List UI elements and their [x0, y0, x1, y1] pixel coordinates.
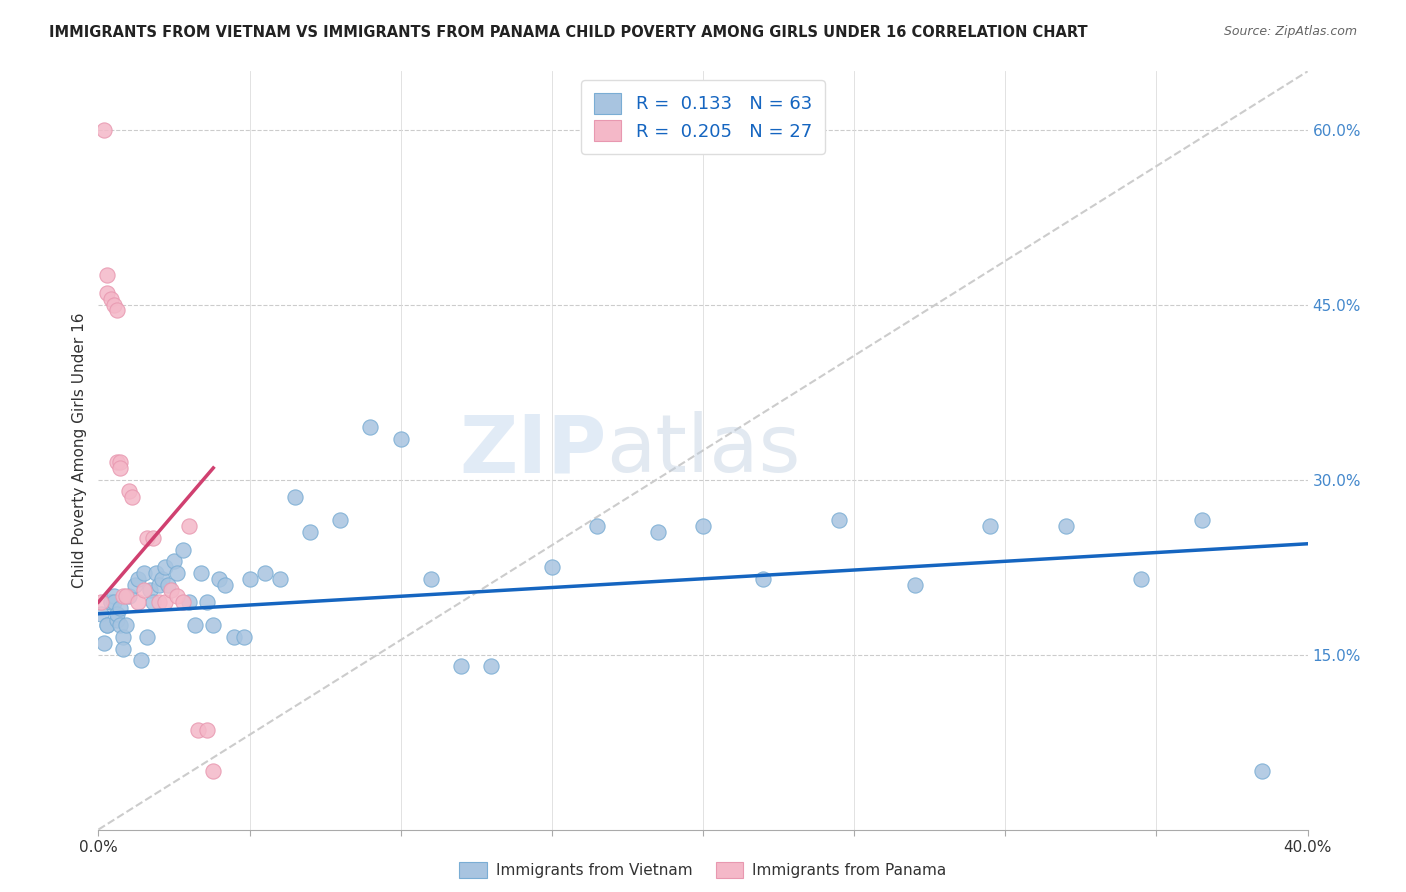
Point [124, 577, 146, 591]
Point [828, 513, 851, 527]
Point [96, 285, 118, 300]
Legend: R =  0.133   N = 63, R =  0.205   N = 27: R = 0.133 N = 63, R = 0.205 N = 27 [582, 80, 824, 153]
Point [979, 519, 1001, 533]
Point [148, 577, 170, 591]
Point [166, 589, 188, 603]
Point [156, 577, 179, 591]
Point [150, 572, 173, 586]
Point [105, 455, 128, 469]
Legend: Immigrants from Vietnam, Immigrants from Panama: Immigrants from Vietnam, Immigrants from… [453, 856, 953, 884]
Point [160, 583, 183, 598]
Point [647, 525, 669, 540]
Point [420, 572, 443, 586]
Point [166, 566, 188, 580]
Text: ZIP: ZIP [458, 411, 606, 490]
Point [284, 490, 307, 504]
Point [360, 420, 382, 434]
Point [540, 560, 562, 574]
Point [187, 723, 209, 738]
Point [105, 613, 128, 627]
Point [202, 764, 225, 779]
Point [108, 461, 131, 475]
Point [586, 519, 609, 533]
Point [1191, 513, 1213, 527]
Text: atlas: atlas [606, 411, 800, 490]
Point [105, 303, 128, 318]
Point [114, 618, 136, 632]
Point [114, 589, 136, 603]
Point [139, 583, 162, 598]
Point [190, 566, 212, 580]
Point [145, 566, 167, 580]
Point [142, 531, 165, 545]
Point [163, 554, 186, 568]
Point [132, 566, 155, 580]
Point [239, 572, 262, 586]
Y-axis label: Child Poverty Among Girls Under 16: Child Poverty Among Girls Under 16 [72, 313, 87, 588]
Point [105, 607, 128, 621]
Point [253, 566, 276, 580]
Point [108, 618, 131, 632]
Point [96, 268, 118, 283]
Point [184, 618, 207, 632]
Point [179, 519, 201, 533]
Point [90, 595, 112, 609]
Point [111, 630, 134, 644]
Point [121, 490, 143, 504]
Point [329, 513, 352, 527]
Point [100, 595, 122, 609]
Point [132, 583, 155, 598]
Point [96, 618, 118, 632]
Point [269, 572, 291, 586]
Point [153, 595, 176, 609]
Text: IMMIGRANTS FROM VIETNAM VS IMMIGRANTS FROM PANAMA CHILD POVERTY AMONG GIRLS UNDE: IMMIGRANTS FROM VIETNAM VS IMMIGRANTS FR… [49, 25, 1088, 40]
Point [142, 595, 165, 609]
Point [148, 595, 170, 609]
Point [111, 641, 134, 656]
Point [389, 432, 412, 446]
Point [127, 572, 149, 586]
Point [172, 595, 194, 609]
Point [153, 560, 176, 574]
Point [100, 292, 122, 306]
Point [111, 589, 134, 603]
Point [752, 572, 775, 586]
Point [481, 659, 503, 673]
Point [450, 659, 472, 673]
Point [172, 542, 194, 557]
Point [93, 122, 115, 136]
Point [195, 723, 218, 738]
Point [135, 531, 157, 545]
Point [1251, 764, 1274, 779]
Point [692, 519, 714, 533]
Point [93, 636, 115, 650]
Point [108, 601, 131, 615]
Point [904, 577, 927, 591]
Point [118, 484, 141, 499]
Point [90, 607, 112, 621]
Point [129, 653, 152, 667]
Point [299, 525, 322, 540]
Point [224, 630, 246, 644]
Point [208, 572, 231, 586]
Point [179, 595, 201, 609]
Point [103, 595, 125, 609]
Point [96, 618, 118, 632]
Text: Source: ZipAtlas.com: Source: ZipAtlas.com [1223, 25, 1357, 38]
Point [127, 595, 149, 609]
Point [232, 630, 254, 644]
Point [195, 595, 218, 609]
Point [1130, 572, 1153, 586]
Point [108, 455, 131, 469]
Point [103, 589, 125, 603]
Point [1054, 519, 1077, 533]
Point [135, 630, 157, 644]
Point [103, 298, 125, 312]
Point [118, 589, 141, 603]
Point [202, 618, 225, 632]
Point [214, 577, 236, 591]
Point [100, 595, 122, 609]
